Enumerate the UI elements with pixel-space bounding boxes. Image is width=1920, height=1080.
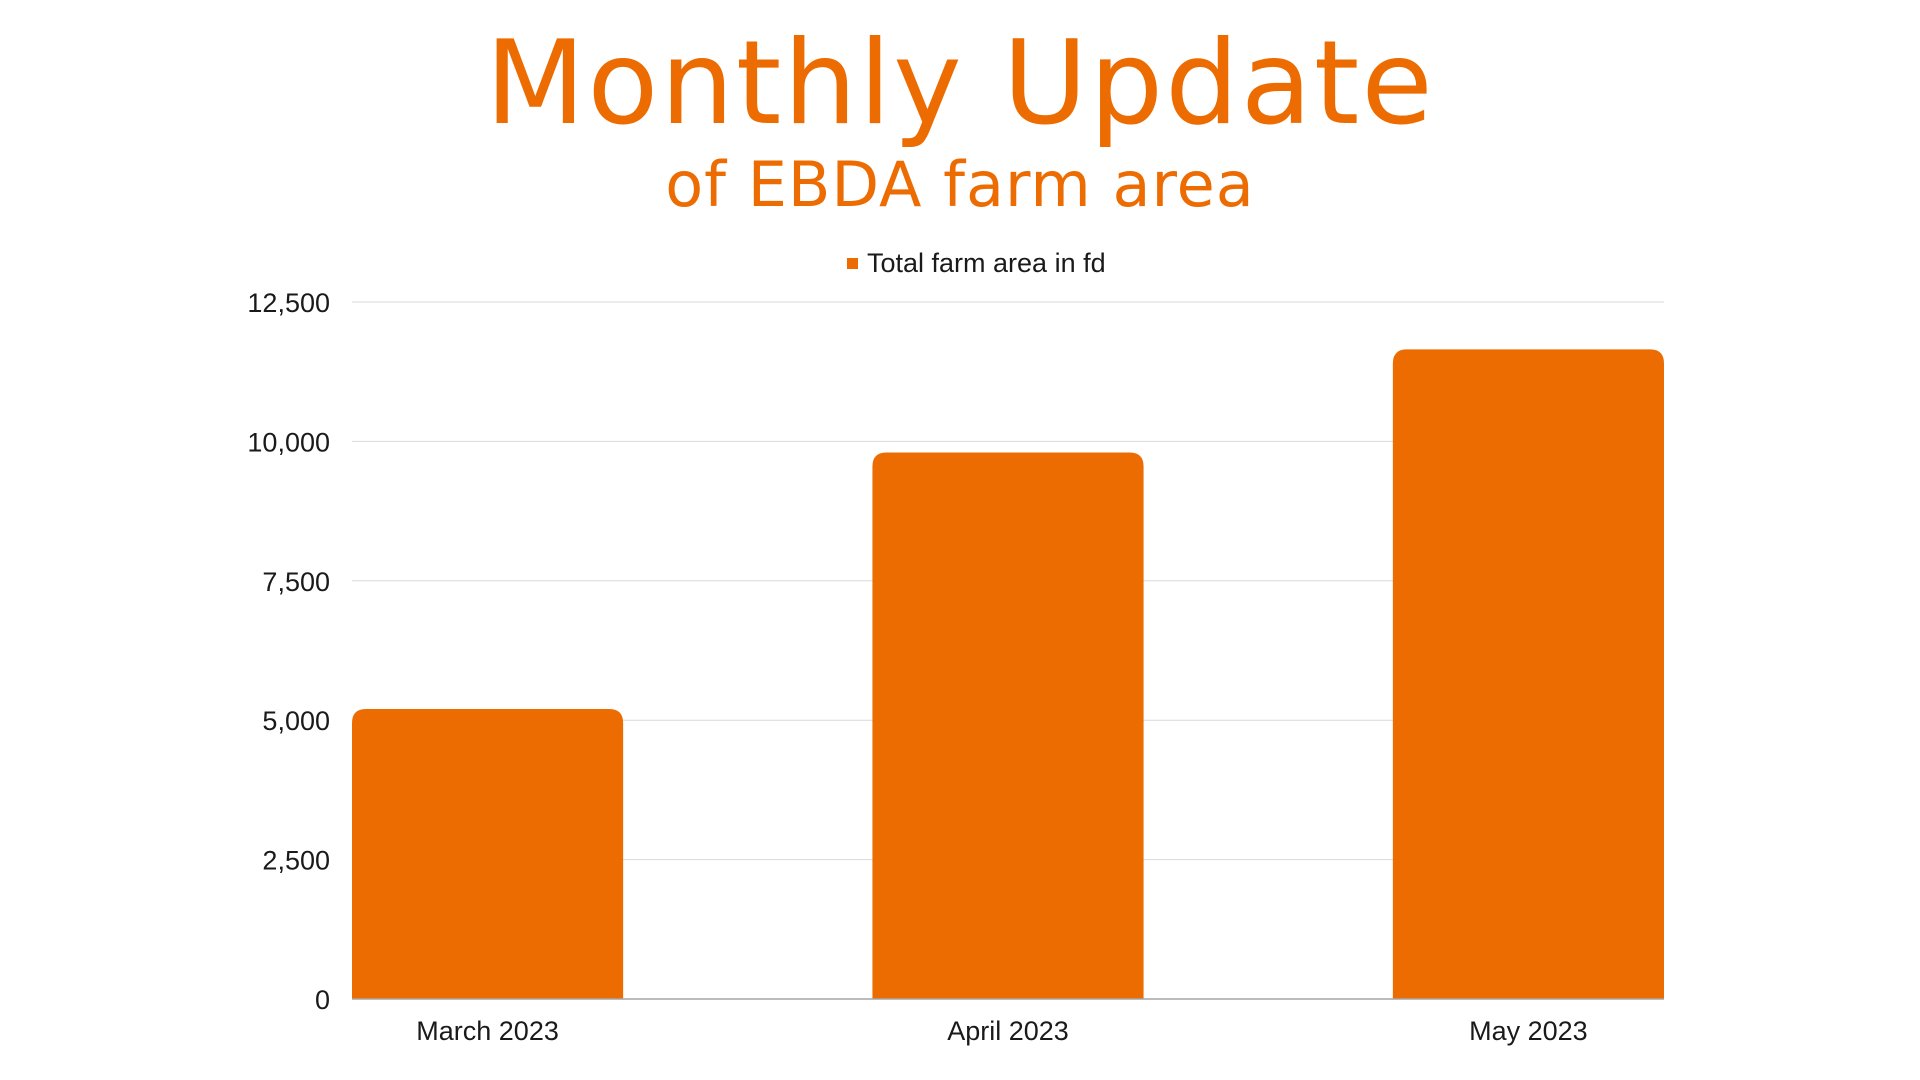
bars (352, 349, 1664, 999)
chart-title: Monthly Update (485, 16, 1435, 151)
axes: 0 2,500 5,000 7,500 10,000 12,500 March 2023 Ap… (247, 288, 1664, 1046)
chart-subtitle: of EBDA farm area (665, 148, 1255, 221)
y-tick-label: 5,000 (262, 706, 330, 736)
y-tick-label: 2,500 (262, 846, 330, 876)
y-tick-label: 10,000 (247, 427, 330, 457)
y-tick-label: 7,500 (262, 567, 330, 597)
y-tick-label: 12,500 (247, 288, 330, 318)
y-tick-label: 0 (315, 985, 330, 1015)
bar-may-2023 (1392, 349, 1664, 999)
x-tick-label: March 2023 (416, 1016, 559, 1046)
bar-march-2023 (352, 709, 624, 999)
x-tick-label: April 2023 (947, 1016, 1069, 1046)
legend-swatch (847, 258, 858, 269)
legend: Total farm area in fd (847, 248, 1106, 278)
legend-label: Total farm area in fd (867, 248, 1106, 278)
x-tick-label: May 2023 (1469, 1016, 1588, 1046)
bar-april-2023 (872, 452, 1144, 999)
